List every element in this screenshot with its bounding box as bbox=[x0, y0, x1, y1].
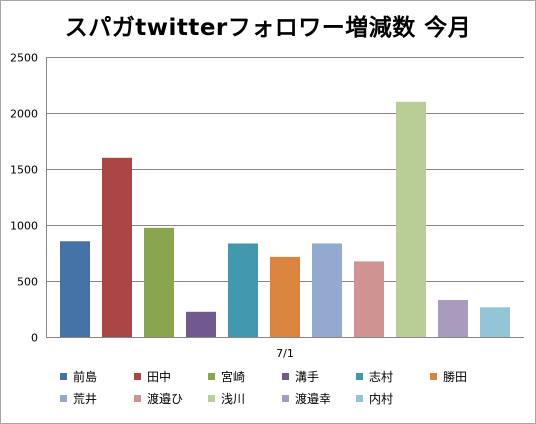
legend-swatch bbox=[60, 394, 67, 402]
legend-label: 渡邉幸 bbox=[295, 391, 332, 406]
bar-2 bbox=[102, 157, 132, 337]
legend-label: 浅川 bbox=[221, 391, 246, 406]
legend-swatch bbox=[208, 394, 215, 402]
legend-label: 内村 bbox=[369, 391, 394, 406]
bar-1 bbox=[60, 241, 90, 337]
legend-label: 宮崎 bbox=[221, 369, 246, 384]
y-tick-label: 500 bbox=[17, 276, 38, 289]
legend-swatch bbox=[356, 372, 363, 380]
x-tick-label: 7/1 bbox=[276, 347, 294, 360]
bar-4 bbox=[186, 311, 216, 337]
legend-swatch bbox=[356, 394, 363, 402]
bar-8 bbox=[354, 261, 384, 337]
legend-label: 田中 bbox=[147, 369, 172, 384]
bar-10 bbox=[438, 300, 468, 337]
legend-item: 志村 bbox=[356, 368, 430, 384]
legend-item: 田中 bbox=[134, 368, 208, 384]
bar-6 bbox=[270, 256, 300, 337]
legend-item: 宮崎 bbox=[208, 368, 282, 384]
chart-title: スパガtwitterフォロワー増減数 今月 bbox=[64, 15, 472, 41]
legend-label: 渡邉ひ bbox=[147, 391, 184, 406]
legend-item: 前島 bbox=[60, 368, 134, 384]
bar-5 bbox=[228, 243, 258, 337]
legend-swatch bbox=[282, 394, 289, 402]
legend-swatch bbox=[282, 372, 289, 380]
y-tick-label: 2000 bbox=[10, 108, 38, 121]
bar-11 bbox=[480, 307, 510, 337]
legend-item: 溝手 bbox=[282, 368, 356, 384]
legend-swatch bbox=[134, 372, 141, 380]
bar-9 bbox=[396, 101, 426, 337]
y-tick-label: 2500 bbox=[10, 52, 38, 65]
legend-swatch bbox=[134, 394, 141, 402]
legend-label: 勝田 bbox=[443, 369, 468, 384]
legend-item: 荒井 bbox=[60, 390, 134, 406]
bar-7 bbox=[312, 243, 342, 337]
legend-item: 勝田 bbox=[430, 368, 504, 384]
y-tick-label: 1000 bbox=[10, 220, 38, 233]
legend-swatch bbox=[208, 372, 215, 380]
legend-label: 前島 bbox=[73, 369, 98, 384]
legend-item: 渡邉幸 bbox=[282, 390, 356, 406]
legend-item: 渡邉ひ bbox=[134, 390, 208, 406]
bar-3 bbox=[144, 227, 174, 337]
legend-label: 溝手 bbox=[295, 369, 320, 384]
legend-swatch bbox=[60, 372, 67, 380]
y-tick-label: 1500 bbox=[10, 164, 38, 177]
y-tick-label: 0 bbox=[31, 332, 38, 345]
legend-label: 荒井 bbox=[73, 391, 98, 406]
legend-item: 内村 bbox=[356, 390, 430, 406]
legend-swatch bbox=[430, 372, 437, 380]
legend: 前島 田中 宮崎 溝手 志村 勝田荒井 渡邉ひ 浅川 渡邉幸 内村 bbox=[60, 368, 530, 406]
legend-label: 志村 bbox=[369, 369, 394, 384]
legend-item: 浅川 bbox=[208, 390, 282, 406]
